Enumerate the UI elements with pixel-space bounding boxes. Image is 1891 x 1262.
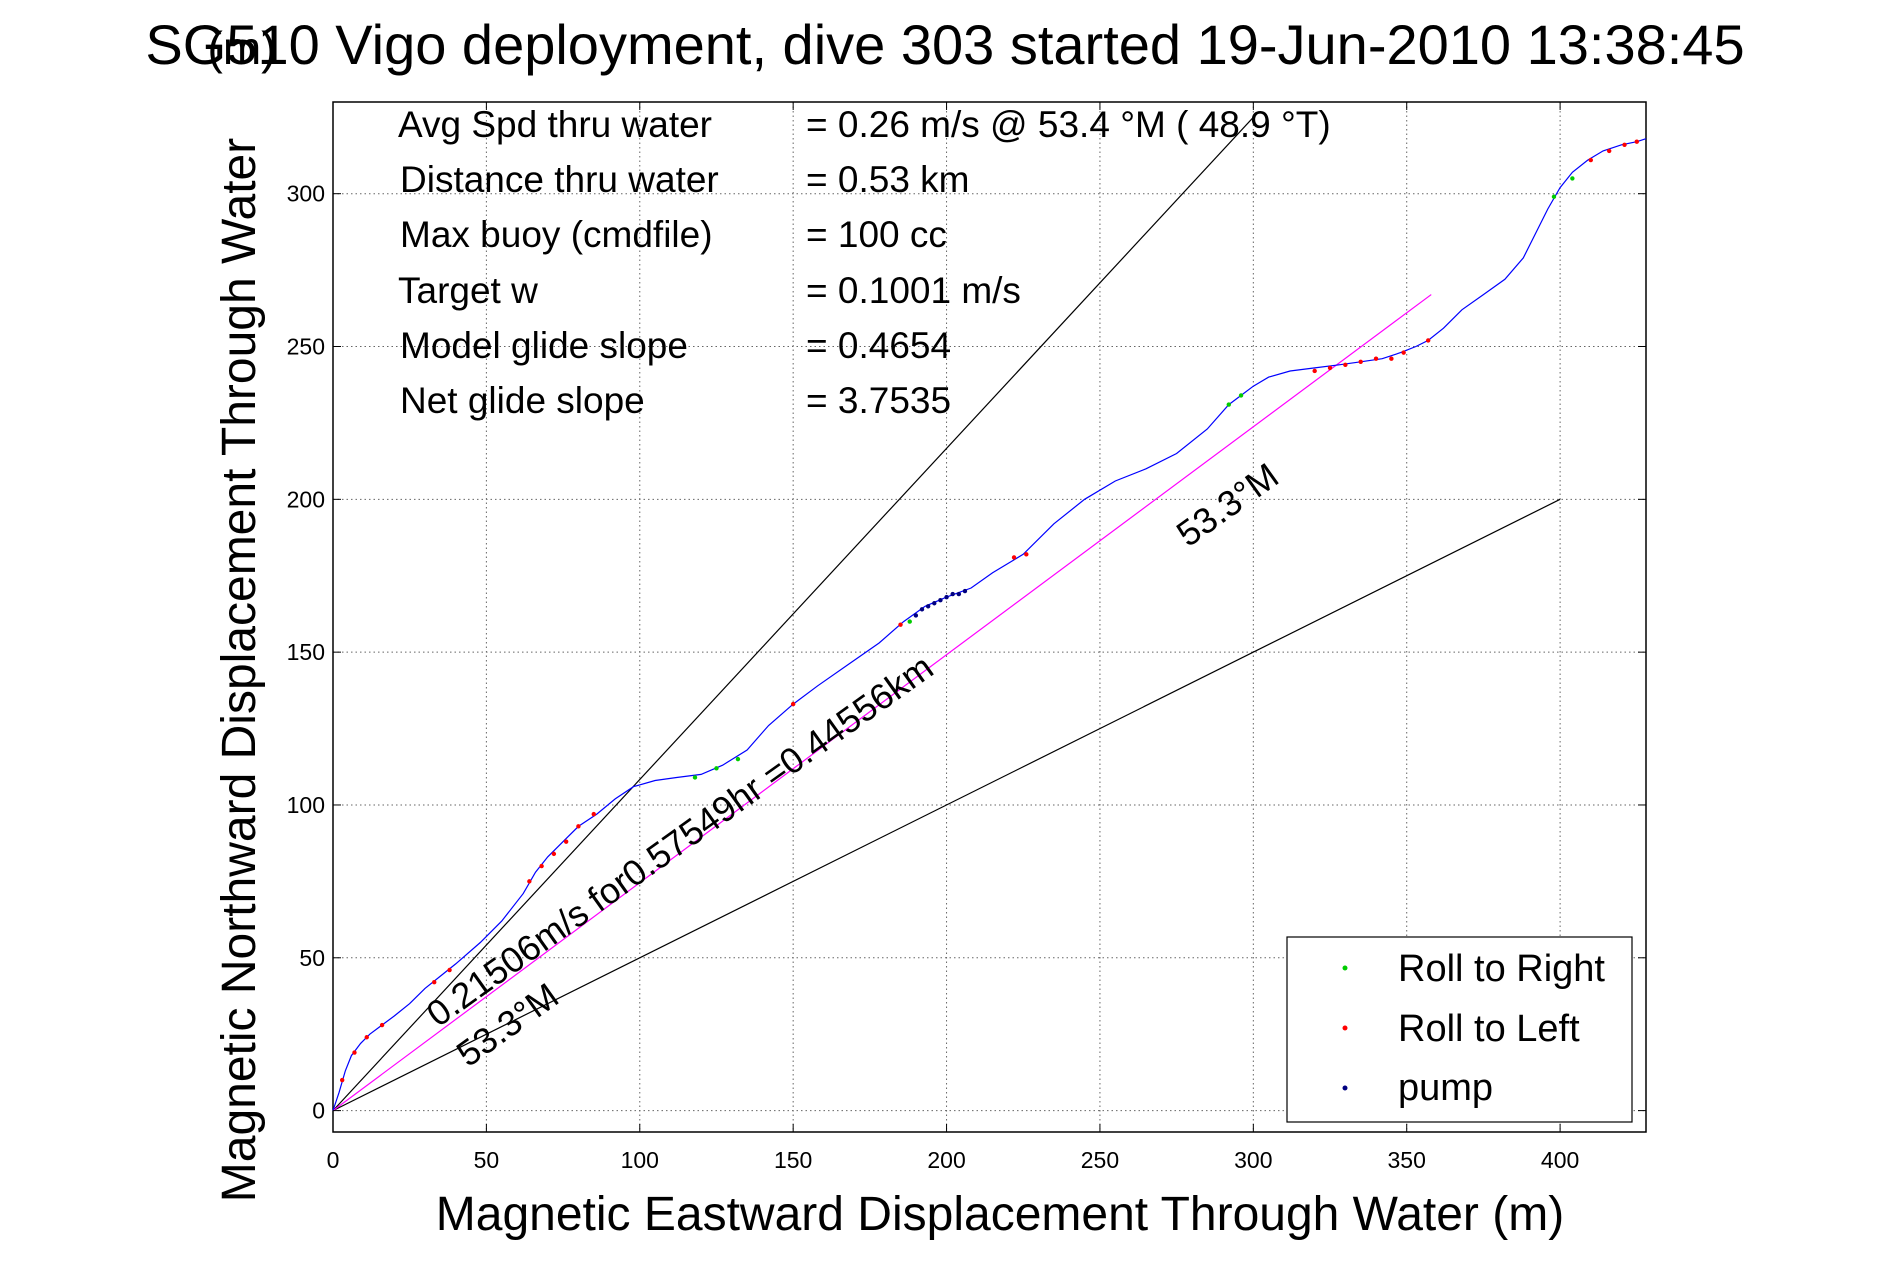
marker-roll-left-14	[1011, 555, 1017, 560]
stat-label-1: Distance thru water	[400, 159, 719, 200]
marker-roll-right-2	[735, 756, 741, 762]
marker-roll-right-6	[1551, 194, 1557, 199]
marker-roll-left-4	[432, 980, 437, 985]
marker-roll-left-13	[898, 622, 903, 627]
stat-value-3: = 0.1001 m/s	[806, 270, 1021, 311]
markers	[340, 139, 1639, 1083]
marker-roll-right-3	[907, 619, 912, 624]
marker-pump-1	[919, 607, 925, 612]
marker-roll-left-11	[591, 811, 596, 817]
marker-roll-left-17	[1327, 365, 1333, 371]
marker-pump-5	[944, 594, 949, 600]
plot-frame	[332, 101, 1647, 1133]
annotation-speed: 0.21506m/s for0.57549hr =0.44556km	[419, 646, 941, 1034]
legend-marker-pump	[1342, 1085, 1348, 1091]
x-tick-label-3: 150	[774, 1147, 812, 1173]
x-tick-label-2: 100	[621, 1147, 659, 1173]
stat-value-4: = 0.4654	[806, 325, 951, 366]
stat-value-0: = 0.26 m/s @ 53.4 °M ( 48.9 °T)	[806, 104, 1331, 145]
stat-value-5: = 3.7535	[806, 380, 951, 421]
legend-marker-roll-left	[1342, 1025, 1348, 1031]
marker-roll-left-10	[576, 824, 581, 829]
y-tick-label-6: 300	[287, 181, 325, 207]
marker-roll-left-2	[364, 1035, 369, 1040]
marker-roll-left-6	[527, 879, 532, 884]
stat-value-2: = 100 cc	[806, 214, 947, 255]
annotation-heading-high: 53.3°M	[1169, 455, 1286, 555]
marker-roll-left-5	[447, 967, 452, 973]
marker-roll-left-9	[563, 839, 569, 844]
marker-roll-left-0	[340, 1077, 345, 1083]
legend-label-roll-right: Roll to Right	[1398, 948, 1605, 990]
y-tick-label-5: 250	[287, 334, 325, 360]
x-tick-label-1: 50	[474, 1147, 500, 1173]
marker-roll-right-7	[1570, 176, 1575, 181]
marker-roll-left-3	[379, 1022, 385, 1028]
reference-line-0	[332, 116, 1254, 1112]
marker-pump-8	[962, 588, 968, 594]
axis-ticks: 0 50 100 150 200 250 300 350 400 0 50 100 150 200 250 3…	[287, 102, 1646, 1173]
marker-roll-left-15	[1024, 552, 1029, 557]
marker-pump-6	[950, 591, 955, 597]
reference-line-2	[332, 294, 1432, 1112]
marker-roll-right-0	[692, 775, 698, 780]
marker-roll-left-18	[1343, 362, 1348, 368]
x-tick-label-8: 400	[1541, 1147, 1579, 1173]
reference-lines	[332, 116, 1561, 1112]
marker-pump-4	[938, 597, 943, 603]
y-tick-label-3: 150	[287, 639, 325, 665]
x-axis-label: Magnetic Eastward Displacement Through W…	[436, 1188, 1564, 1241]
y-tick-label-2: 100	[287, 792, 325, 818]
y-tick-label-0: 0	[312, 1098, 325, 1124]
y-tick-label-1: 50	[299, 945, 325, 971]
reference-line-1	[332, 498, 1561, 1112]
marker-pump-3	[932, 601, 937, 606]
stats-block: Avg Spd thru water = 0.26 m/s @ 53.4 °M …	[398, 104, 1331, 421]
marker-roll-left-22	[1401, 350, 1406, 355]
x-tick-label-5: 250	[1081, 1147, 1119, 1173]
y-axis-label: Magnetic Northward Displacement Through …	[213, 138, 266, 1202]
x-tick-label-4: 200	[927, 1147, 965, 1173]
stat-label-4: Model glide slope	[400, 325, 688, 366]
title-overlay: (m)	[208, 22, 277, 74]
x-tick-label-7: 350	[1388, 1147, 1426, 1173]
marker-roll-left-7	[539, 863, 544, 869]
legend-marker-roll-right	[1342, 965, 1348, 971]
stat-label-3: Target w	[398, 270, 538, 311]
marker-roll-left-16	[1312, 368, 1317, 374]
x-tick-label-0: 0	[327, 1147, 340, 1173]
marker-pump-7	[956, 591, 962, 597]
stat-label-0: Avg Spd thru water	[398, 104, 712, 145]
marker-roll-left-23	[1425, 338, 1431, 343]
x-tick-label-6: 300	[1234, 1147, 1272, 1173]
marker-roll-right-4	[1226, 402, 1231, 407]
marker-pump-2	[925, 604, 931, 609]
legend-label-pump: pump	[1398, 1067, 1493, 1109]
marker-roll-left-1	[352, 1050, 357, 1055]
marker-roll-right-5	[1238, 393, 1244, 398]
marker-roll-left-26	[1622, 142, 1627, 147]
y-tick-label-4: 200	[287, 486, 325, 512]
marker-roll-left-27	[1634, 139, 1639, 144]
stat-label-5: Net glide slope	[400, 380, 645, 421]
marker-roll-left-24	[1588, 157, 1593, 163]
marker-roll-right-1	[714, 766, 719, 771]
marker-roll-left-19	[1358, 359, 1363, 364]
marker-roll-left-21	[1389, 356, 1394, 361]
marker-roll-left-20	[1373, 356, 1379, 361]
stat-label-2: Max buoy (cmdfile)	[400, 214, 713, 255]
chart-title: SG510 Vigo deployment, dive 303 started …	[145, 13, 1744, 76]
marker-pump-0	[913, 613, 919, 618]
marker-roll-left-12	[790, 701, 796, 707]
legend-label-roll-left: Roll to Left	[1398, 1008, 1580, 1050]
marker-roll-left-25	[1606, 148, 1612, 154]
marker-roll-left-8	[551, 851, 557, 857]
legend: Roll to Right Roll to Left pump	[1286, 936, 1633, 1123]
stat-value-1: = 0.53 km	[806, 159, 970, 200]
